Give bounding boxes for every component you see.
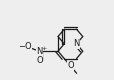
Text: O: O <box>36 56 43 65</box>
Text: N: N <box>36 47 42 56</box>
Text: N: N <box>73 39 79 48</box>
Text: +: + <box>41 46 46 51</box>
Text: −O: −O <box>18 42 31 51</box>
Text: O: O <box>66 61 73 70</box>
